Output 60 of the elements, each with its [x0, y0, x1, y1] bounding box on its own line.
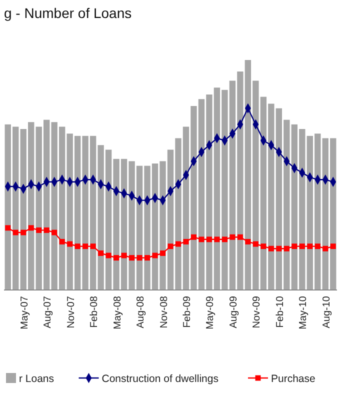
x-tick-label: May-07 [19, 296, 30, 330]
point [284, 246, 290, 252]
point [307, 244, 313, 250]
point [322, 246, 328, 252]
point [67, 241, 73, 247]
x-tick-label: Nov-09 [252, 296, 263, 328]
point [230, 234, 236, 240]
point [12, 230, 18, 236]
x-tick-label: May-08 [112, 296, 124, 330]
point [144, 255, 150, 261]
point [214, 236, 220, 242]
point [74, 244, 80, 250]
x-tick-label: May-10 [298, 296, 310, 330]
x-tick-label: Aug-09 [228, 296, 240, 328]
x-tick-label: Feb-10 [274, 296, 286, 328]
point [260, 244, 266, 250]
x-tick-label: May-09 [205, 296, 216, 330]
point [237, 234, 243, 240]
point [276, 246, 282, 252]
legend-label: Construction of dwellings [102, 373, 218, 385]
point [314, 244, 320, 250]
point [114, 255, 120, 261]
point [292, 244, 298, 250]
x-tick-label: Nov-08 [158, 296, 170, 328]
point [168, 244, 174, 250]
point [160, 250, 166, 256]
point [90, 244, 96, 250]
point [98, 250, 104, 256]
point [222, 236, 228, 242]
legend-label: Purchase [271, 373, 316, 385]
point [44, 227, 50, 233]
point [36, 227, 42, 233]
point [5, 225, 11, 231]
x-tick-label: Nov-07 [66, 296, 77, 328]
point [59, 238, 65, 244]
chart-title: g - Number of Loans [4, 5, 132, 21]
point [52, 230, 58, 236]
point [252, 241, 258, 247]
point [206, 236, 212, 242]
x-tick-label: Feb-09 [182, 296, 193, 328]
point [136, 255, 142, 261]
legend-label: r Loans [19, 373, 54, 385]
point [20, 230, 26, 236]
x-tick-label: Aug-07 [42, 296, 54, 328]
point [28, 225, 34, 231]
point [176, 241, 181, 247]
point [183, 238, 189, 244]
point [268, 246, 274, 252]
point [121, 252, 127, 258]
x-tick-label: Aug-10 [321, 296, 332, 328]
point [106, 252, 112, 258]
point [198, 236, 204, 242]
x-tick-label: Feb-08 [89, 296, 100, 328]
point [190, 234, 196, 240]
point [129, 255, 135, 261]
point [82, 244, 88, 250]
point [245, 238, 251, 244]
x-tick-label: Aug-08 [136, 296, 147, 328]
point [330, 244, 336, 250]
point [299, 244, 305, 250]
